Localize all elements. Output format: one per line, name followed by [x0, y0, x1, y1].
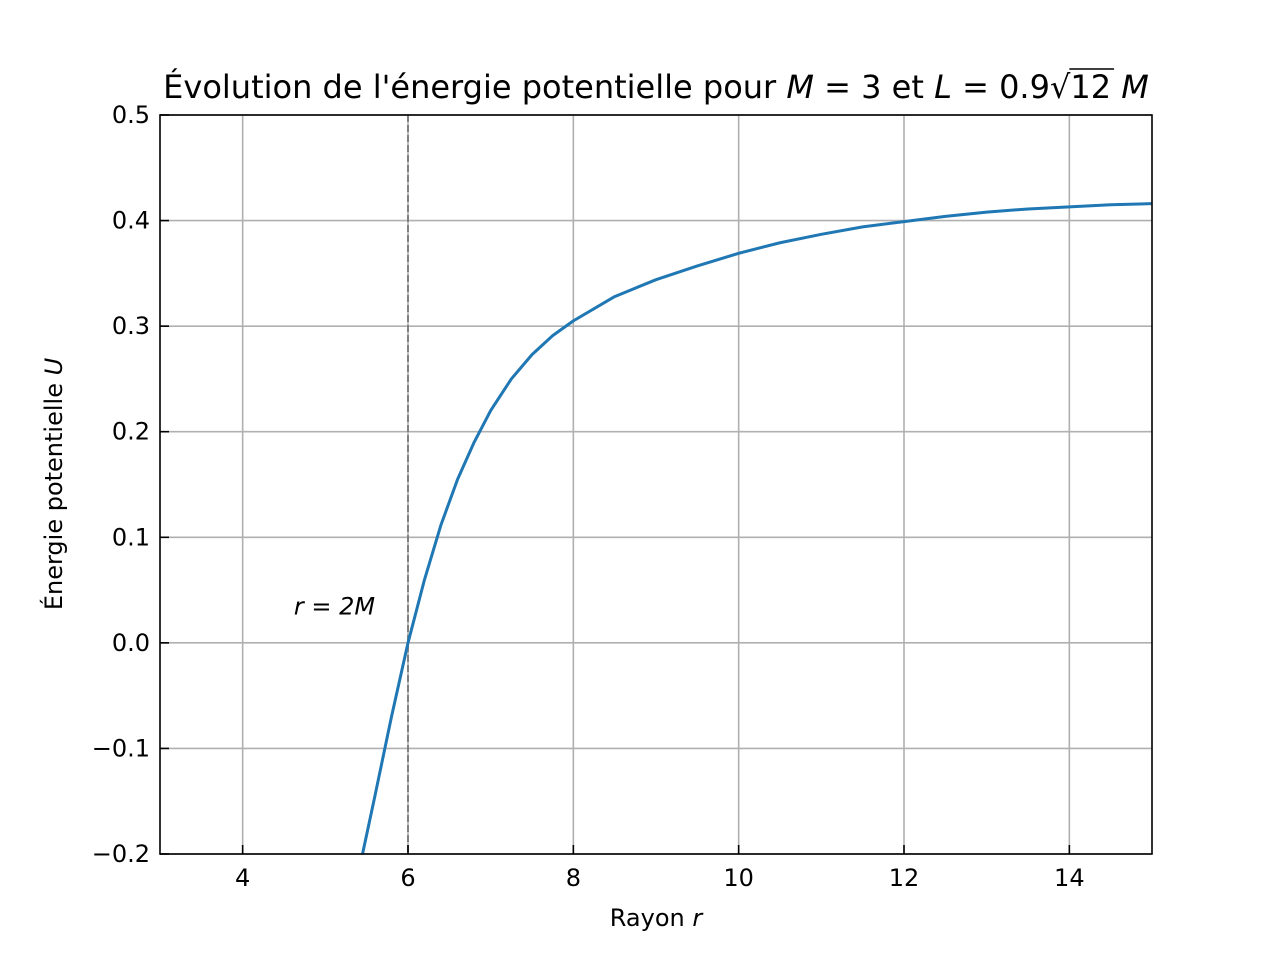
y-axis-label: Énergie potentielle U — [39, 357, 68, 610]
x-tick-label: 6 — [400, 864, 415, 892]
y-tick-label: −0.2 — [92, 840, 150, 868]
x-axis-label: Rayon r — [610, 904, 705, 932]
plot-frame — [159, 114, 1153, 855]
x-axis-label-text: Rayon — [610, 904, 693, 932]
y-tick-label: 0.1 — [112, 523, 150, 551]
x-tick-label: 8 — [566, 864, 581, 892]
x-tick-label: 4 — [235, 864, 250, 892]
y-axis-label-text: Énergie potentielle — [39, 375, 68, 610]
chart-title: Évolution de l'énergie potentielle pour … — [163, 68, 1149, 106]
title-sqrt-argument: 12 — [1070, 68, 1111, 106]
title-m-symbol-2: M — [1121, 68, 1149, 106]
y-tick-label: 0.3 — [112, 312, 150, 340]
y-tick-label: −0.1 — [92, 734, 150, 762]
y-tick-label: 0.0 — [112, 629, 150, 657]
title-prefix: Évolution de l'énergie potentielle pour — [163, 68, 786, 106]
title-m-symbol: M — [786, 68, 814, 106]
title-l-symbol: L — [934, 68, 952, 106]
title-m-equals: = 3 et — [814, 68, 934, 106]
x-axis-label-symbol: r — [692, 904, 704, 932]
y-tick-label: 0.4 — [112, 207, 150, 235]
title-sqrt-sign: √ — [1050, 68, 1071, 106]
y-axis-label-symbol: U — [40, 357, 68, 375]
x-tick-label: 12 — [889, 864, 920, 892]
x-tick-label: 10 — [723, 864, 754, 892]
title-l-equals: = 0.9 — [952, 68, 1050, 106]
axis-ticks: 4 6 8 10 12 14 −0.2 −0.1 0.0 0.1 0.2 0.3 0.4 0.5 — [92, 101, 1085, 892]
y-tick-label: 0.2 — [112, 418, 150, 446]
series-line — [361, 202, 1152, 854]
annotation-r-2M: r = 2M — [294, 592, 376, 620]
y-tick-label: 0.5 — [112, 101, 150, 129]
title-space — [1111, 68, 1121, 106]
x-tick-label: 14 — [1054, 864, 1085, 892]
